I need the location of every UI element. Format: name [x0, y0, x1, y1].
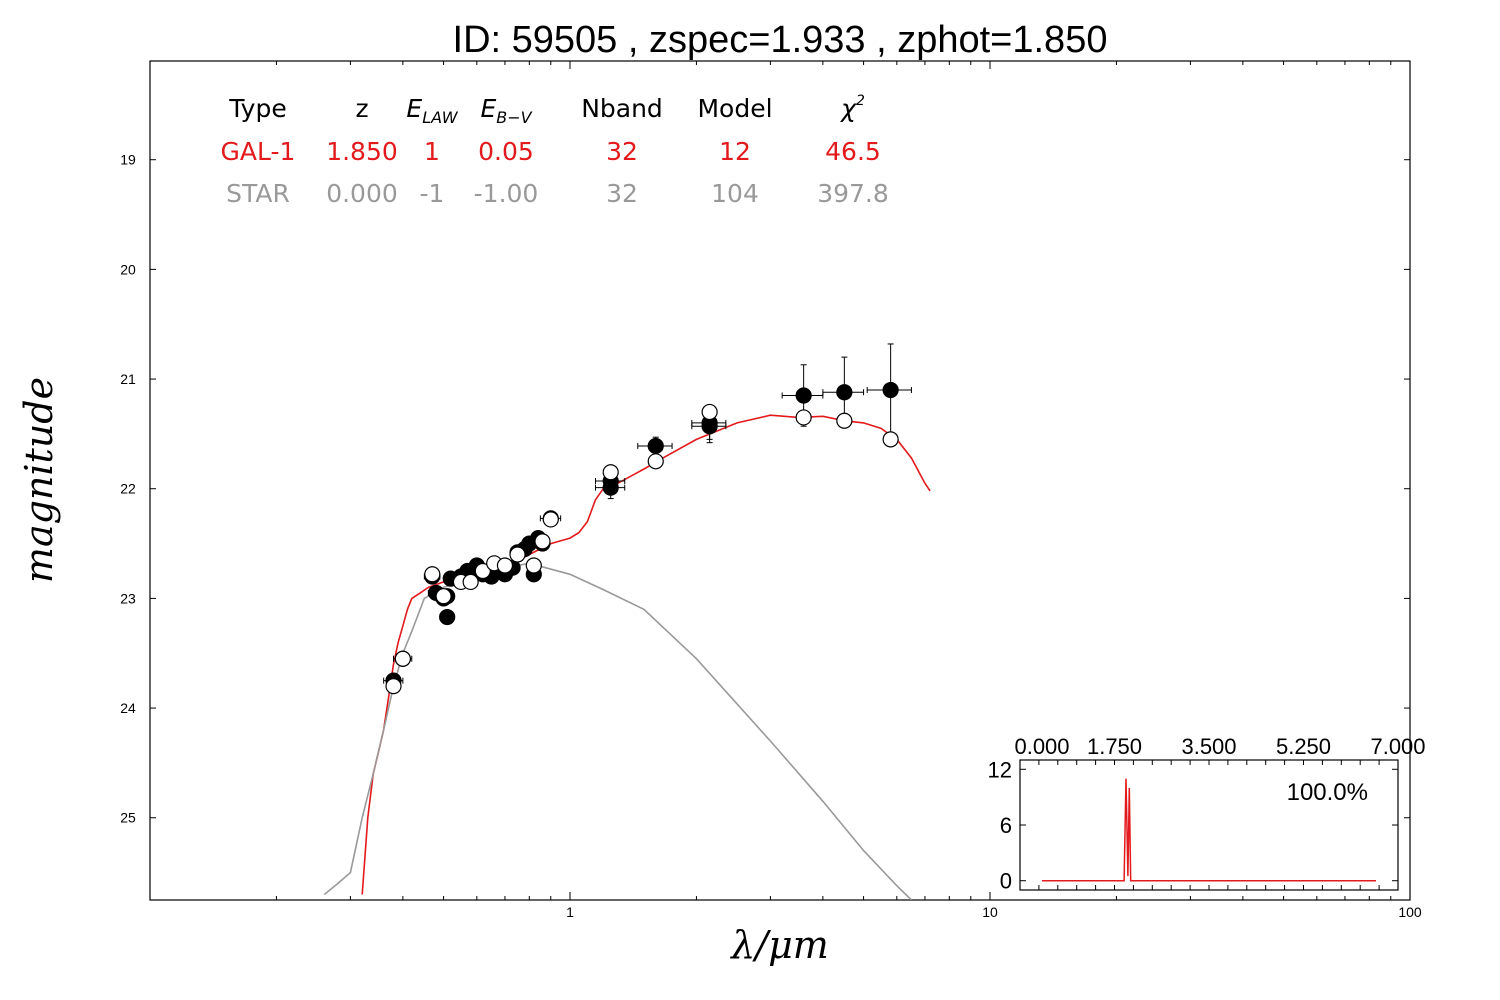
- y-tick-label: 19: [120, 152, 136, 168]
- observed-point: [439, 608, 456, 626]
- table-header: Type: [228, 94, 286, 123]
- inset-frame: [1019, 759, 1399, 891]
- table-header: Model: [697, 94, 772, 123]
- table-cell: 0.05: [478, 137, 534, 166]
- inset-annotation: 100.0%: [1287, 779, 1368, 806]
- model-point: [701, 403, 718, 421]
- y-axis-label: magnitude: [17, 377, 61, 583]
- inset-x-tick-label: 5.250: [1276, 734, 1331, 759]
- y-tick-label: 24: [120, 700, 136, 716]
- table-header: Nband: [581, 94, 663, 123]
- inset-y-tick-label: 0: [1000, 869, 1012, 894]
- model-point: [525, 557, 542, 574]
- observed-point: [701, 418, 718, 435]
- table-cell: 0.000: [326, 179, 398, 208]
- x-axis-label: λ/μm: [729, 923, 829, 967]
- table-cell: 104: [711, 179, 759, 208]
- inset-x-tick-label: 3.500: [1181, 734, 1236, 759]
- observed-point: [647, 437, 664, 455]
- table-cell: 32: [606, 179, 638, 208]
- inset-y-tick-label: 6: [1000, 813, 1012, 838]
- galaxy-template-line: [361, 414, 931, 895]
- y-tick-label: 23: [120, 590, 136, 606]
- table-cell: 1: [424, 137, 440, 166]
- observed-point: [602, 479, 619, 496]
- star-template-line: [323, 562, 912, 900]
- table-cell: 46.5: [825, 137, 881, 166]
- plot-area: [149, 60, 1411, 901]
- y-tick-label: 21: [120, 371, 136, 387]
- model-point: [534, 533, 551, 550]
- model-point: [394, 650, 411, 667]
- model-point: [602, 464, 619, 481]
- table-cell: STAR: [226, 179, 290, 208]
- model-point: [462, 573, 479, 591]
- model-point: [795, 409, 812, 426]
- x-tick-label: 100: [1398, 904, 1422, 920]
- x-tick-label: 1: [566, 904, 574, 920]
- model-point: [542, 511, 559, 528]
- model-point: [647, 453, 664, 470]
- table-cell: 32: [606, 137, 638, 166]
- table-cell: GAL-1: [221, 137, 296, 166]
- fit-results-table: Type z Nband Model ELAW EB−V χ2 GAL-1 1.850 1 0.05…: [221, 93, 889, 208]
- observed-point: [882, 381, 899, 399]
- model-point: [424, 566, 441, 583]
- table-cell: 12: [719, 137, 751, 166]
- table-cell: 1.850: [326, 137, 398, 166]
- table-header: z: [355, 94, 368, 123]
- table-cell: -1: [420, 179, 445, 208]
- series-clip-group: [323, 343, 931, 900]
- inset-x-tick-label: 1.750: [1087, 734, 1142, 759]
- redshift-pdf-inset: 0.000 1.750 3.500 5.250 7.000 0 6 12 100.0%: [988, 734, 1426, 894]
- model-point: [496, 557, 514, 574]
- model-point: [509, 546, 526, 563]
- model-point: [474, 562, 491, 580]
- table-header: EB−V: [480, 94, 532, 127]
- table-header: ELAW: [406, 94, 458, 127]
- table-cell: 397.8: [817, 179, 889, 208]
- y-tick-label: 25: [120, 810, 136, 826]
- table-cell: -1.00: [474, 179, 539, 208]
- table-header: χ2: [839, 93, 865, 123]
- model-point: [435, 588, 452, 605]
- observed-point: [795, 387, 812, 404]
- inset-x-tick-label: 0.000: [1014, 734, 1069, 759]
- inset-y-tick-label: 12: [988, 757, 1012, 782]
- model-point: [385, 678, 402, 695]
- model-point: [882, 431, 899, 448]
- x-tick-label: 10: [982, 904, 998, 920]
- inset-pdf-line: [1042, 778, 1376, 882]
- y-tick-label: 20: [120, 261, 136, 277]
- y-tick-label: 22: [120, 481, 136, 497]
- model-point: [836, 412, 853, 429]
- series-layer: [323, 343, 931, 900]
- chart-title: ID: 59505 , zspec=1.933 , zphot=1.850: [453, 19, 1108, 61]
- inset-x-tick-label: 7.000: [1370, 734, 1425, 759]
- observed-point: [836, 384, 853, 401]
